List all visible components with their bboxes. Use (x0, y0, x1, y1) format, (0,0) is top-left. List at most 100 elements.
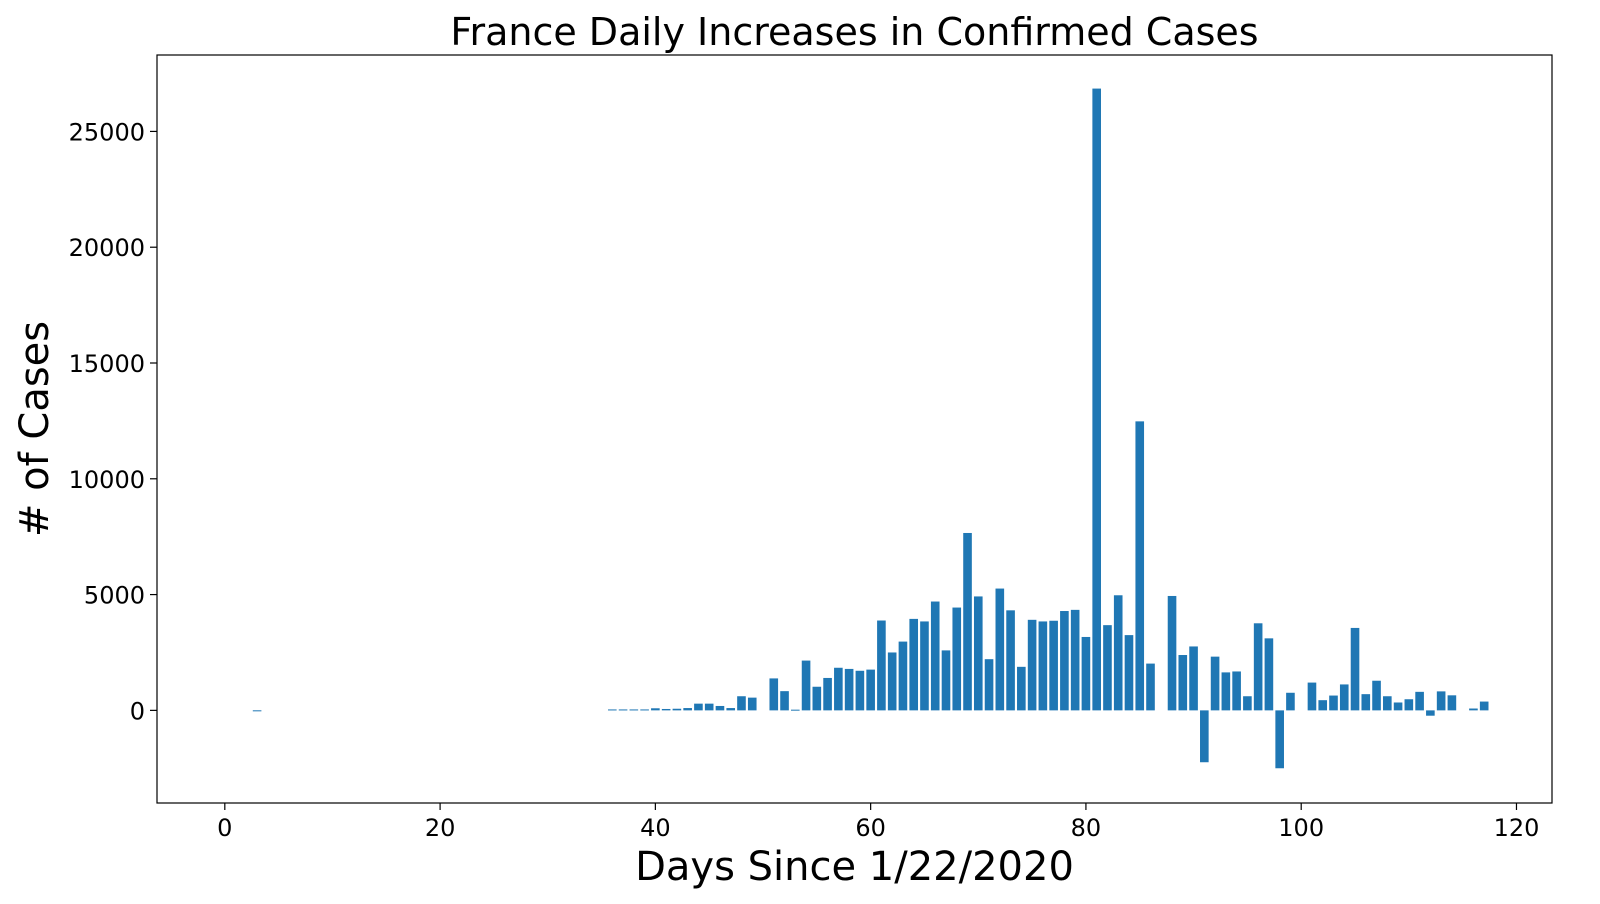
bar-day-62 (887, 652, 897, 711)
bar-day-79 (1070, 609, 1080, 711)
bar-day-105 (1350, 627, 1360, 711)
bar-day-93 (1221, 672, 1231, 711)
bar-day-77 (1049, 620, 1058, 711)
bar-day-78 (1060, 611, 1069, 711)
x-tick-label: 40 (640, 814, 671, 842)
bar-day-94 (1232, 671, 1241, 711)
bar-day-73 (1006, 610, 1015, 711)
bar-day-108 (1383, 696, 1392, 711)
y-tick-label: 5000 (84, 582, 145, 610)
bar-day-71 (984, 659, 994, 711)
axis-ticks: 0 20 40 60 80 100 120 0 5000 10000 15000 20000 25000 (69, 118, 1540, 842)
bar-day-36 (608, 709, 617, 711)
bar-day-114 (1447, 695, 1457, 711)
bar-day-65 (920, 621, 929, 711)
bar-day-69 (963, 532, 972, 711)
bar-day-68 (952, 607, 962, 711)
bar-day-112 (1426, 710, 1435, 716)
bar-day-64 (909, 618, 919, 711)
bar-day-98 (1275, 710, 1284, 769)
bar-day-66 (930, 601, 940, 711)
bar-day-55 (812, 686, 822, 711)
bar-day-42 (672, 708, 682, 711)
bar-day-72 (995, 588, 1005, 711)
bar-day-61 (877, 620, 886, 711)
bar-day-52 (780, 691, 789, 711)
bar-day-92 (1210, 656, 1220, 711)
bar-day-91 (1200, 710, 1209, 763)
bar-day-40 (651, 708, 660, 711)
bar-day-59 (855, 670, 865, 711)
bar-day-44 (694, 703, 703, 711)
bar-day-101 (1307, 682, 1317, 711)
bar-day-95 (1243, 696, 1252, 711)
y-tick-label: 15000 (69, 350, 145, 378)
x-tick-label: 100 (1278, 814, 1324, 842)
y-tick-label: 10000 (69, 466, 145, 494)
bar-day-41 (661, 708, 671, 711)
bar-day-83 (1113, 595, 1123, 711)
x-tick-label: 80 (1071, 814, 1102, 842)
bar-day-102 (1318, 700, 1328, 711)
bar-day-85 (1135, 421, 1145, 711)
bar-day-53 (790, 709, 800, 711)
bar-day-84 (1124, 635, 1134, 711)
bar-day-110 (1404, 699, 1414, 711)
bar-day-46 (715, 705, 725, 711)
bar-day-39 (640, 709, 649, 711)
bar-day-76 (1038, 621, 1048, 711)
bar-day-99 (1286, 692, 1295, 711)
bar-day-70 (973, 596, 983, 711)
bar-day-111 (1415, 691, 1424, 711)
bar-day-80 (1081, 636, 1091, 711)
x-tick-label: 0 (217, 814, 232, 842)
bar-day-88 (1167, 595, 1177, 711)
y-tick-label: 0 (130, 697, 145, 725)
bar-day-47 (726, 708, 736, 711)
bar-day-43 (683, 708, 692, 711)
bar-day-54 (801, 660, 811, 711)
bar-day-113 (1436, 691, 1446, 711)
bar-day-56 (823, 677, 832, 711)
bar-day-51 (769, 678, 779, 711)
bar-day-37 (618, 709, 628, 711)
bar-day-48 (737, 696, 746, 711)
bar-day-74 (1017, 666, 1026, 711)
bar-day-89 (1178, 655, 1188, 711)
bar-day-60 (866, 669, 875, 711)
bar-day-86 (1146, 663, 1155, 711)
x-axis-label: Days Since 1/22/2020 (635, 844, 1074, 890)
bar-day-109 (1393, 702, 1403, 711)
y-tick-label: 25000 (69, 118, 145, 146)
bar-day-103 (1329, 695, 1338, 711)
bar-day-117 (1479, 701, 1489, 711)
bar-day-106 (1361, 694, 1371, 711)
bar-day-38 (629, 709, 639, 711)
bar-day-96 (1253, 623, 1263, 711)
bar-day-107 (1372, 680, 1381, 711)
x-tick-label: 20 (425, 814, 456, 842)
bars (252, 88, 1489, 769)
chart-title: France Daily Increases in Confirmed Case… (450, 10, 1258, 54)
plot-frame (156, 54, 1553, 804)
bar-day-63 (898, 641, 908, 711)
bar-day-116 (1469, 708, 1478, 711)
bar-day-67 (941, 650, 951, 711)
bar-day-49 (747, 697, 757, 711)
bar-day-3 (252, 710, 262, 712)
bar-day-82 (1103, 625, 1112, 711)
y-axis-label: # of Cases (12, 321, 58, 537)
x-tick-label: 120 (1494, 814, 1540, 842)
bar-day-58 (844, 668, 854, 711)
bar-day-45 (704, 703, 714, 711)
bar-day-57 (834, 667, 843, 711)
bar-day-75 (1027, 619, 1037, 711)
bar-day-81 (1092, 88, 1101, 711)
bar-day-90 (1189, 646, 1198, 711)
bar-day-97 (1264, 638, 1274, 711)
x-tick-label: 60 (855, 814, 886, 842)
bar-day-104 (1339, 684, 1349, 711)
y-tick-label: 20000 (69, 234, 145, 262)
